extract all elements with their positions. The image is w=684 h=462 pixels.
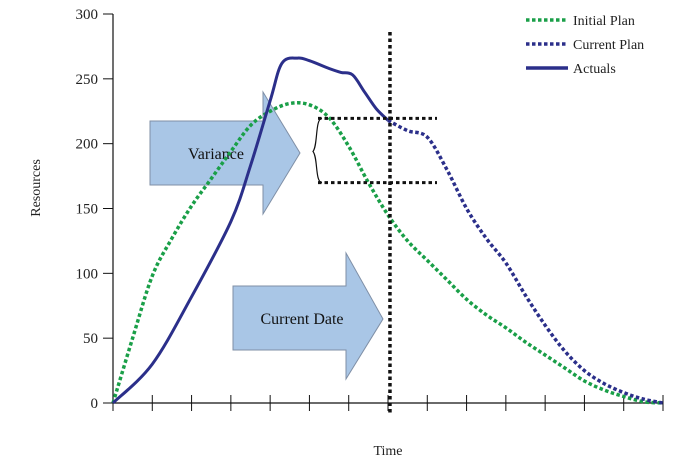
legend-item-current-plan: Current Plan bbox=[526, 38, 644, 53]
marker-layer bbox=[312, 32, 437, 415]
legend-label-current-plan: Current Plan bbox=[573, 38, 644, 53]
y-tick-label: 50 bbox=[83, 331, 98, 347]
variance-arrow: Variance bbox=[149, 90, 301, 216]
y-tick-label: 100 bbox=[76, 266, 99, 282]
legend-item-initial-plan: Initial Plan bbox=[526, 14, 635, 29]
y-tick-label: 250 bbox=[76, 72, 99, 88]
legend-label-initial-plan: Initial Plan bbox=[573, 14, 635, 29]
series-layer bbox=[111, 56, 664, 405]
legend: Initial Plan Current Plan Actuals bbox=[526, 14, 644, 77]
legend-label-actuals: Actuals bbox=[573, 62, 616, 77]
series-line-current-plan bbox=[387, 118, 664, 405]
series-line-actuals bbox=[111, 56, 390, 405]
legend-item-actuals: Actuals bbox=[526, 62, 616, 77]
y-tick-label: 0 bbox=[91, 396, 99, 412]
series-line-initial-plan bbox=[111, 101, 664, 405]
y-tick-label: 150 bbox=[76, 202, 99, 218]
x-axis-title: Time bbox=[373, 444, 402, 459]
variance-brace bbox=[312, 117, 323, 184]
current-date-label: Current Date bbox=[260, 311, 343, 328]
y-tick-label: 300 bbox=[76, 7, 99, 23]
y-tick-labels: 0 50 100 150 200 250 300 bbox=[76, 7, 99, 412]
y-axis-title: Resources bbox=[29, 159, 44, 217]
current-date-arrow: Current Date bbox=[232, 251, 384, 381]
y-tick-label: 200 bbox=[76, 137, 99, 153]
variance-label: Variance bbox=[188, 146, 244, 163]
axes bbox=[103, 13, 664, 411]
